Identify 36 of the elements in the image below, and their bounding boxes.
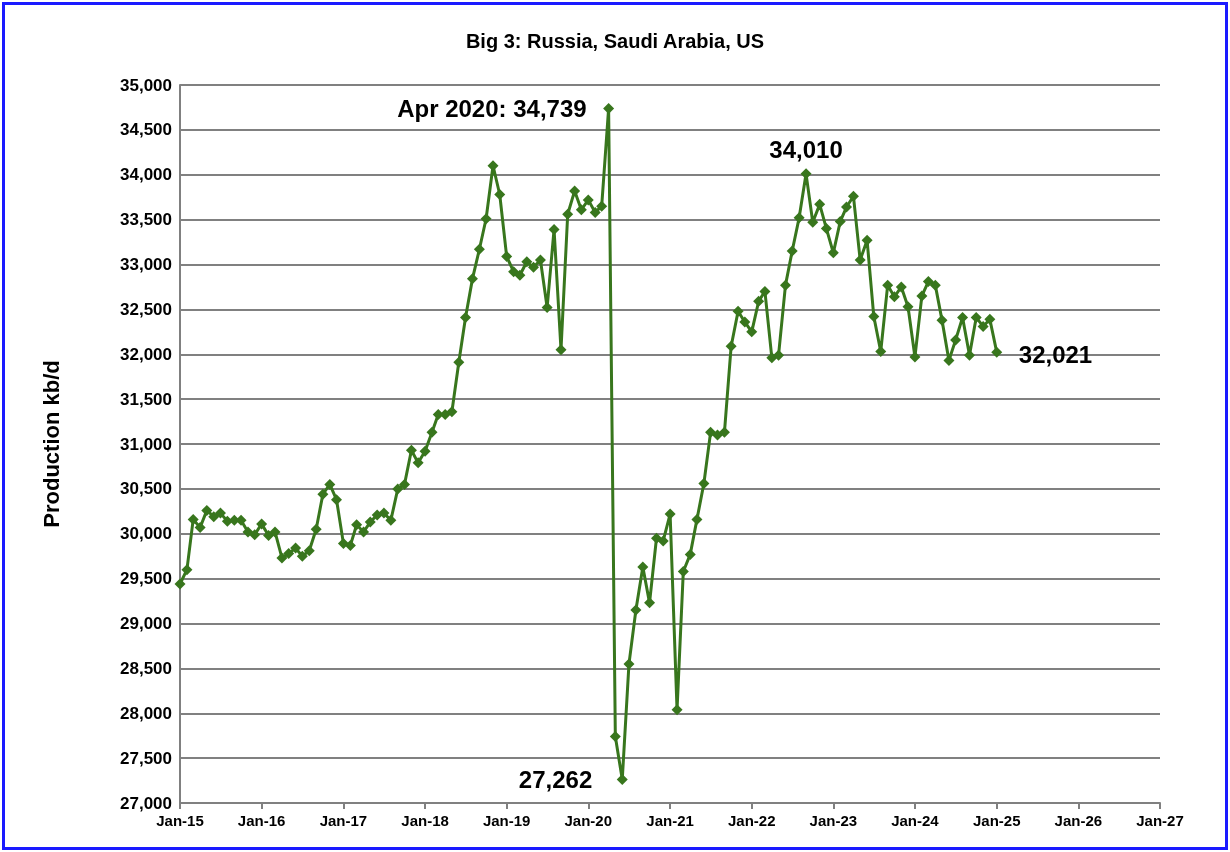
x-tick-label: Jan-18 bbox=[401, 812, 449, 829]
annotation: 34,010 bbox=[769, 136, 843, 164]
x-tick-label: Jan-27 bbox=[1136, 812, 1184, 829]
y-tick-label: 29,000 bbox=[120, 614, 172, 633]
annotation: Apr 2020: 34,739 bbox=[397, 94, 587, 122]
y-tick-label: 35,000 bbox=[120, 75, 172, 95]
y-tick-label: 30,500 bbox=[120, 479, 172, 499]
x-tick-label: Jan-22 bbox=[727, 812, 776, 829]
y-tick-label: 34,500 bbox=[120, 120, 172, 140]
y-tick-label: 27,500 bbox=[120, 748, 172, 768]
y-tick-label: 32,500 bbox=[120, 299, 172, 319]
annotation: 27,262 bbox=[518, 765, 593, 793]
x-tick-label: Jan-25 bbox=[973, 812, 1021, 829]
y-tick-label: 28,500 bbox=[120, 658, 172, 678]
y-axis-title: Production kb/d bbox=[38, 360, 64, 528]
y-tick-label: 31,500 bbox=[120, 389, 172, 409]
x-tick-label: Jan-26 bbox=[1054, 812, 1103, 829]
y-tick-label: 31,000 bbox=[120, 434, 172, 454]
x-tick-label: Jan-19 bbox=[482, 812, 531, 829]
y-tick-label: 27,000 bbox=[120, 793, 172, 813]
y-tick-label: 33,000 bbox=[120, 255, 172, 274]
x-tick-label: Jan-15 bbox=[156, 812, 204, 829]
y-tick-label: 28,000 bbox=[120, 703, 172, 723]
x-tick-label: Jan-16 bbox=[237, 812, 286, 829]
x-tick-label: Jan-24 bbox=[891, 812, 940, 829]
y-tick-label: 32,000 bbox=[120, 344, 172, 364]
y-tick-label: 33,500 bbox=[120, 210, 172, 230]
x-tick-label: Jan-23 bbox=[809, 812, 858, 829]
x-tick-label: Jan-21 bbox=[646, 812, 694, 829]
annotation: 32,021 bbox=[1018, 340, 1093, 368]
y-tick-label: 34,000 bbox=[120, 165, 172, 185]
y-tick-label: 30,000 bbox=[120, 524, 172, 544]
y-tick-label: 29,500 bbox=[120, 569, 172, 589]
chart-title: Big 3: Russia, Saudi Arabia, US bbox=[465, 30, 765, 52]
x-tick-label: Jan-17 bbox=[319, 812, 368, 829]
x-tick-label: Jan-20 bbox=[564, 812, 613, 829]
